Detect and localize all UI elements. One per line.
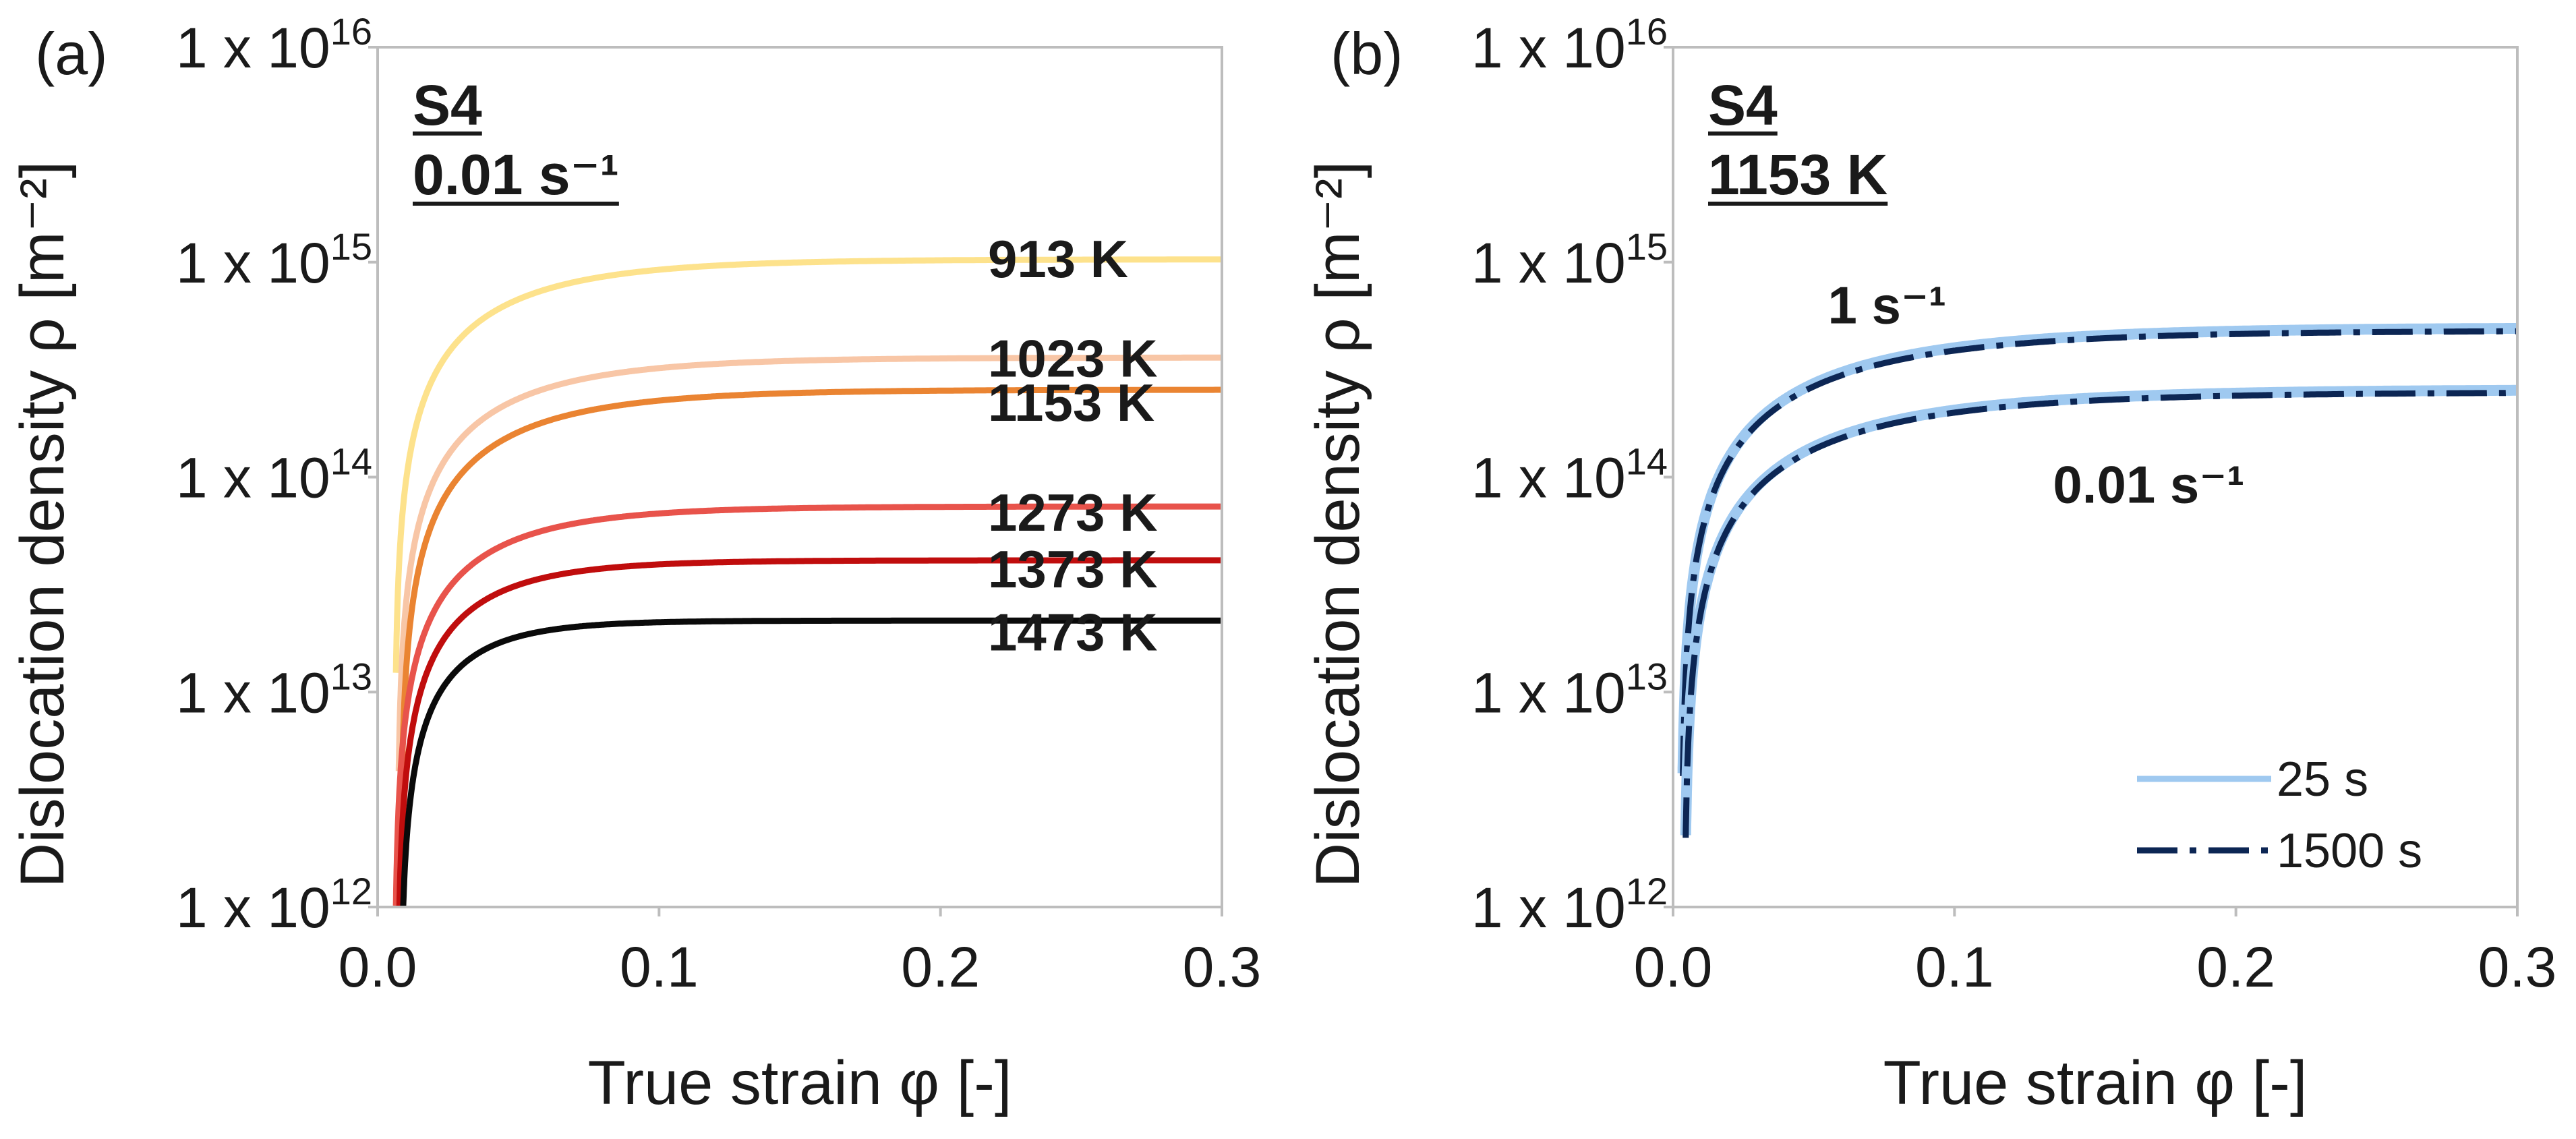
panel-a-title: S4 0.01 s⁻¹ — [413, 74, 619, 206]
panel-a-curve-label-1373-k: 1373 K — [988, 539, 1158, 599]
panel-b-curve-labels: 1 s⁻¹ 0.01 s⁻¹ — [1828, 275, 2245, 514]
panel-a-curve-label-1273-k: 1273 K — [988, 483, 1158, 542]
panel-b-curve-label-0-01-s: 0.01 s⁻¹ — [2053, 455, 2244, 514]
panel-a-curve-label-1473-k: 1473 K — [988, 602, 1158, 662]
panel-a-x-axis-title: True strain φ [-] — [588, 1049, 1012, 1117]
panel-a-y-tick-label-15: 1 x 1015 — [176, 225, 372, 295]
panel-a-title-line-1: S4 — [413, 74, 482, 137]
panel-a-series-1273-k — [392, 503, 1222, 907]
panel-b-series-1500-s-1-s — [1680, 328, 2517, 778]
panel-a-curve-label-1153-k: 1153 K — [988, 373, 1154, 432]
panel-a-x-tick-label-0-0: 0.0 — [339, 935, 417, 999]
panel-a-series-1153-k — [399, 386, 1222, 805]
panel-b-x-axis-title: True strain φ [-] — [1883, 1049, 2308, 1117]
panel-b-title: S4 1153 K — [1708, 74, 1888, 206]
legend-label-25s: 25 s — [2277, 753, 2368, 807]
panel-b-x-tick-label-0-2: 0.2 — [2196, 935, 2275, 999]
panel-a-series-1023-k — [395, 354, 1222, 772]
panel-a-series-1473-k — [400, 617, 1222, 907]
panel-a-series-1373-k — [396, 557, 1222, 907]
panel-a-y-axis-title: Dislocation density ρ [m⁻²] — [8, 161, 77, 887]
panel-a-label: (a) — [35, 20, 108, 87]
panel-b-x-tick-label-0-0: 0.0 — [1634, 935, 1713, 999]
panel-b-title-line-2: 1153 K — [1708, 143, 1887, 206]
panel-a-x-tick-label-0-1: 0.1 — [620, 935, 699, 999]
panel-a-x-tick-label-0-3: 0.3 — [1183, 935, 1262, 999]
panel-a-series-913-k — [392, 256, 1222, 674]
panel-b-title-line-1: S4 — [1708, 74, 1778, 137]
panel-b-y-axis-title: Dislocation density ρ [m⁻²] — [1304, 161, 1372, 887]
panel-b-x-ticks: 0.0 0.1 0.2 0.3 — [1634, 907, 2557, 999]
panel-a-x-ticks: 0.0 0.1 0.2 0.3 — [339, 907, 1262, 999]
panel-a-curve-label-913-k: 913 K — [988, 229, 1128, 289]
panel-b-series-1500-s-0-01-s — [1682, 390, 2517, 839]
panel-b-label: (b) — [1330, 20, 1403, 87]
panel-a-curve-label-1023-k: 1023 K — [988, 328, 1158, 388]
panel-a-title-line-2: 0.01 s⁻¹ — [413, 143, 619, 206]
legend-label-1500s: 1500 s — [2277, 824, 2422, 878]
panel-a-x-tick-label-0-2: 0.2 — [901, 935, 980, 999]
panel-b-curves — [1677, 323, 2517, 839]
panel-b-x-tick-label-0-1: 0.1 — [1915, 935, 1994, 999]
panel-b-curve-label-1-s: 1 s⁻¹ — [1828, 275, 1947, 334]
panel-a-curves — [392, 256, 1222, 907]
panel-b-x-tick-label-0-3: 0.3 — [2478, 935, 2557, 999]
panel-b-legend: 25 s 1500 s — [2137, 753, 2422, 878]
panel-b-y-tick-label-16: 1 x 1016 — [1471, 10, 1668, 80]
